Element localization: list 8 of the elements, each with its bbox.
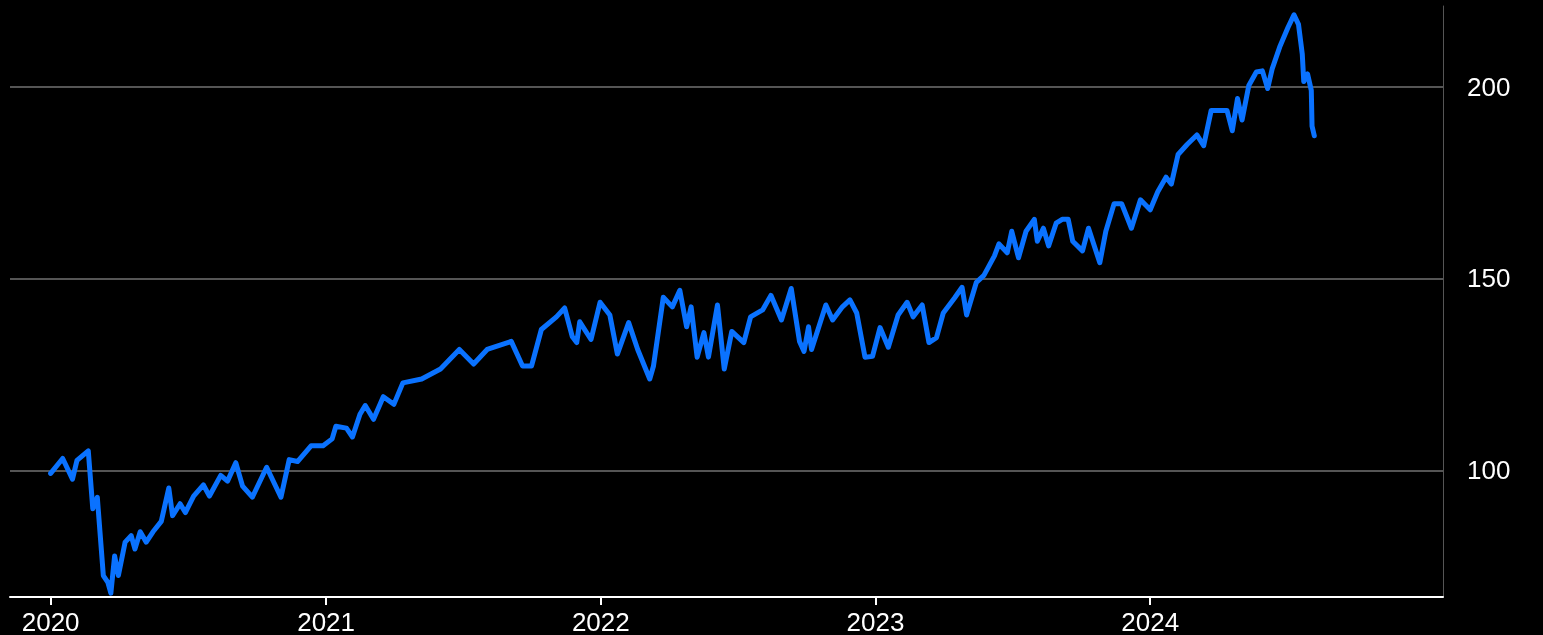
y-tick-label: 200 [1467, 71, 1511, 102]
y-tick-label: 150 [1467, 263, 1511, 294]
x-tick-label: 2020 [21, 607, 80, 635]
x-tick-label: 2021 [297, 607, 356, 635]
y-tick-label: 100 [1467, 455, 1511, 486]
x-tick-label: 2023 [846, 607, 905, 635]
x-tick-label: 2024 [1121, 607, 1180, 635]
x-tick-label: 2022 [571, 607, 630, 635]
